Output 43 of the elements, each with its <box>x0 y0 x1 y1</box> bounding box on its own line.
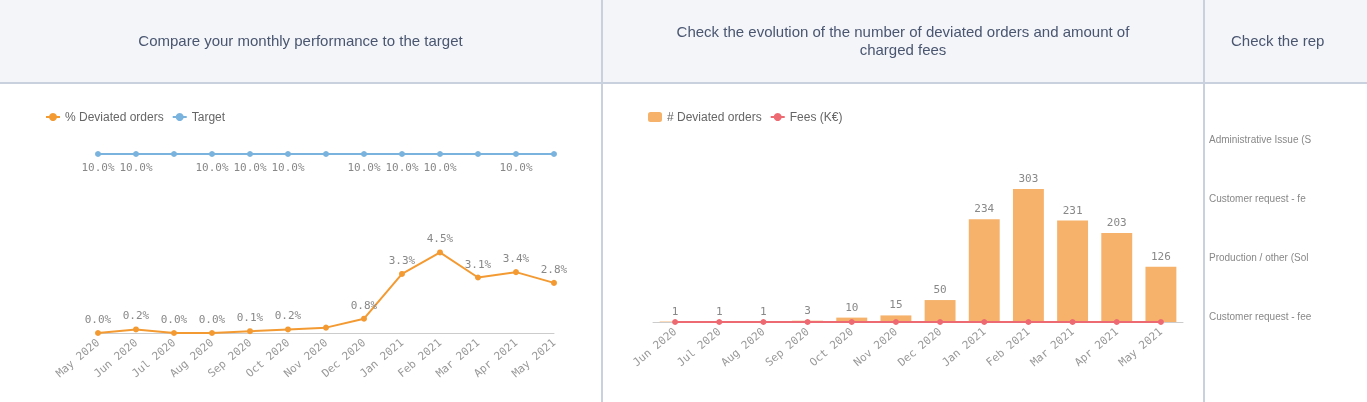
data-label: 10.0% <box>385 161 419 174</box>
data-label: 10.0% <box>271 161 305 174</box>
data-label: 126 <box>1150 249 1171 263</box>
data-label: 0.0% <box>160 313 188 326</box>
data-label: 10.0% <box>195 161 229 174</box>
data-label: 231 <box>1062 203 1083 217</box>
chart-title: Check the evolution of the number of deviated orders and amount of charged fees <box>603 0 1203 84</box>
data-label: 10.0% <box>81 161 115 174</box>
text: Production / other (Sol <box>1209 252 1309 263</box>
data-label: 10.0% <box>119 161 153 174</box>
data-label: 3.3% <box>388 253 416 267</box>
data-label: 0.0% <box>198 313 226 326</box>
data-label: 234 <box>974 202 995 216</box>
data-label: 2.8% <box>540 262 568 276</box>
data-label: 15 <box>889 298 903 312</box>
data-label: 0.0% <box>84 313 112 326</box>
legend-label: # Deviated orders <box>667 110 762 124</box>
chart-title: Compare your monthly performance to the target <box>0 0 601 84</box>
data-label: 203 <box>1106 215 1127 229</box>
data-label: 3 <box>804 303 811 317</box>
legend-label: Fees (K€) <box>789 110 843 124</box>
text: Customer request - fee <box>1209 311 1312 322</box>
data-label: 0.2% <box>274 309 302 323</box>
data-label: 3.1% <box>464 257 492 271</box>
data-label: 0.1% <box>236 311 264 325</box>
text: Administrative Issue (S <box>1209 134 1312 145</box>
data-label: 10.0% <box>347 161 381 174</box>
data-label: 3.4% <box>502 252 530 266</box>
data-label: 10 <box>845 300 859 314</box>
legend-label: % Deviated orders <box>65 110 164 124</box>
data-label: 1 <box>671 304 679 318</box>
data-label: 303 <box>1018 172 1039 185</box>
text: Customer request - fe <box>1209 193 1306 204</box>
data-label: 1 <box>760 304 767 318</box>
data-label: 10.0% <box>233 161 267 174</box>
data-label: 4.5% <box>426 232 454 246</box>
data-label: 50 <box>933 283 947 297</box>
data-label: 10.0% <box>499 161 533 174</box>
data-label: 0.2% <box>122 309 150 323</box>
data-label: 1 <box>715 304 723 318</box>
legend-label: Target <box>191 110 226 124</box>
data-label: 10.0% <box>423 161 457 174</box>
text: Check the rep <box>1205 0 1367 84</box>
